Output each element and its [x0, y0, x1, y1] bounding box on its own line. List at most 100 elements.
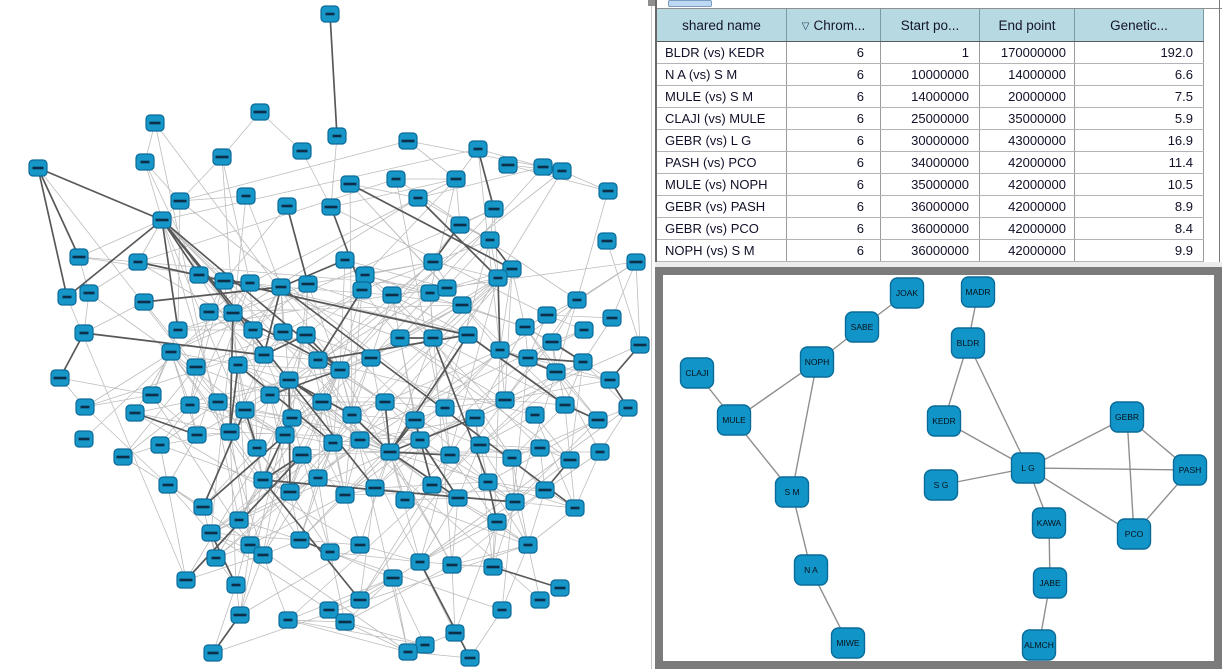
table-scrollbar-track	[657, 0, 1222, 9]
table-cell: 43000000	[979, 129, 1075, 152]
table-cell: 8.9	[1074, 195, 1204, 218]
network-node-gebr[interactable]: GEBR	[1109, 401, 1145, 433]
node-shape	[889, 277, 925, 309]
node-shape	[844, 311, 880, 343]
table-row[interactable]: BLDR (vs) KEDR 6 1 170000000 192.0	[657, 41, 1222, 64]
node-shape	[679, 357, 715, 389]
table-cell: MULE (vs) S M	[657, 85, 787, 108]
table-cell: 42000000	[979, 239, 1075, 262]
network-edge-gebr-pco[interactable]	[1126, 416, 1135, 535]
table-cell: 6.6	[1074, 63, 1204, 86]
table-cell: 10000000	[880, 63, 980, 86]
node-shape	[923, 469, 959, 501]
table-cell: 11.4	[1074, 151, 1204, 174]
table-cell: 6	[786, 63, 881, 86]
table-cell: 25000000	[880, 107, 980, 130]
panel-divider	[651, 0, 652, 669]
network-node-s-g[interactable]: S G	[923, 469, 959, 501]
node-shape	[799, 346, 835, 378]
column-header-end-point[interactable]: End point	[979, 9, 1075, 42]
network-node-pco[interactable]: PCO	[1116, 518, 1152, 550]
table-cell: 42000000	[979, 151, 1075, 174]
table-row[interactable]: N A (vs) S M 6 10000000 14000000 6.6	[657, 63, 1222, 86]
table-gutter	[1203, 195, 1222, 218]
node-shape	[950, 327, 986, 359]
column-header-start-po[interactable]: Start po...	[880, 9, 980, 42]
network-node-noph[interactable]: NOPH	[799, 346, 835, 378]
network-node-l-g[interactable]: L G	[1010, 452, 1046, 484]
table-cell: GEBR (vs) PASH	[657, 195, 787, 218]
network-node-jabe[interactable]: JABE	[1032, 567, 1068, 599]
table-cell: 6	[786, 129, 881, 152]
table-gutter	[1203, 151, 1222, 174]
network-node-kedr[interactable]: KEDR	[926, 405, 962, 437]
network-node-sabe[interactable]: SABE	[844, 311, 880, 343]
small-network-panel: JOAK MADR SABE BLDR NOPH CLAJI MULE KEDR GEBR L G…	[655, 267, 1222, 669]
table-cell: 42000000	[979, 195, 1075, 218]
network-node-joak[interactable]: JOAK	[889, 277, 925, 309]
network-node-claji[interactable]: CLAJI	[679, 357, 715, 389]
table-gutter	[1203, 41, 1222, 64]
column-header-label: Genetic...	[1110, 17, 1168, 33]
table-cell: 35000000	[880, 173, 980, 196]
table-cell: GEBR (vs) PCO	[657, 217, 787, 240]
table-row[interactable]: PASH (vs) PCO 6 34000000 42000000 11.4	[657, 151, 1222, 174]
node-shape	[926, 405, 962, 437]
table-gutter	[1203, 239, 1222, 262]
node-shape	[1172, 454, 1208, 486]
network-edge-bldr-l-g[interactable]	[967, 342, 1029, 469]
node-shape	[716, 404, 752, 436]
node-label: NOPH	[805, 357, 830, 367]
table-cell: 42000000	[979, 173, 1075, 196]
horizontal-scrollbar-thumb[interactable]	[668, 0, 712, 7]
subnetwork-view[interactable]: JOAK MADR SABE BLDR NOPH CLAJI MULE KEDR GEBR L G…	[663, 275, 1214, 661]
network-node-miwe[interactable]: MIWE	[830, 627, 866, 659]
node-shape	[960, 276, 996, 308]
network-node-mule[interactable]: MULE	[716, 404, 752, 436]
node-label: L G	[1021, 463, 1034, 473]
table-cell: 36000000	[880, 195, 980, 218]
column-header-chrom[interactable]: ▽ Chrom...	[786, 9, 881, 42]
network-edge-noph-s-m[interactable]	[791, 361, 818, 493]
panel-gap	[655, 262, 1222, 267]
network-node-pash[interactable]: PASH	[1172, 454, 1208, 486]
node-shape	[1021, 629, 1057, 661]
node-label: MULE	[722, 415, 746, 425]
network-node-kawa[interactable]: KAWA	[1031, 507, 1067, 539]
table-row[interactable]: GEBR (vs) PASH 6 36000000 42000000 8.9	[657, 195, 1222, 218]
table-row[interactable]: NOPH (vs) S M 6 36000000 42000000 9.9	[657, 239, 1222, 262]
table-row[interactable]: MULE (vs) S M 6 14000000 20000000 7.5	[657, 85, 1222, 108]
network-node-almch[interactable]: ALMCH	[1021, 629, 1057, 661]
table-cell: 1	[880, 41, 980, 64]
edge-attribute-table: shared name ▽ Chrom... Start po... End point…	[657, 9, 1222, 262]
column-header-label: Chrom...	[813, 17, 866, 33]
network-node-bldr[interactable]: BLDR	[950, 327, 986, 359]
table-cell: 35000000	[979, 107, 1075, 130]
network-node-n-a[interactable]: N A	[793, 554, 829, 586]
column-header-genetic[interactable]: Genetic...	[1074, 9, 1204, 42]
table-row[interactable]: CLAJI (vs) MULE 6 25000000 35000000 5.9	[657, 107, 1222, 130]
column-header-shared-name[interactable]: shared name	[657, 9, 787, 42]
table-row[interactable]: GEBR (vs) PCO 6 36000000 42000000 8.4	[657, 217, 1222, 240]
node-label: JABE	[1039, 578, 1061, 588]
table-cell: 34000000	[880, 151, 980, 174]
table-cell: 6	[786, 85, 881, 108]
table-cell: 10.5	[1074, 173, 1204, 196]
table-cell: 30000000	[880, 129, 980, 152]
node-label: CLAJI	[685, 368, 708, 378]
network-node-s-m[interactable]: S M	[774, 476, 810, 508]
scrollbar-corner	[648, 0, 659, 6]
filter-icon[interactable]: ▽	[801, 20, 810, 32]
table-cell: 14000000	[979, 63, 1075, 86]
table-row[interactable]: GEBR (vs) L G 6 30000000 43000000 16.9	[657, 129, 1222, 152]
network-node-madr[interactable]: MADR	[960, 276, 996, 308]
network-edge-l-g-pash[interactable]	[1027, 467, 1191, 471]
table-cell: 14000000	[880, 85, 980, 108]
table-cell: BLDR (vs) KEDR	[657, 41, 787, 64]
dense-network-canvas[interactable]	[0, 0, 655, 669]
table-cell: CLAJI (vs) MULE	[657, 107, 787, 130]
node-label: N A	[804, 565, 818, 575]
node-shape	[1031, 507, 1067, 539]
table-row[interactable]: MULE (vs) NOPH 6 35000000 42000000 10.5	[657, 173, 1222, 196]
network-edge-l-g-pco[interactable]	[1027, 467, 1135, 535]
